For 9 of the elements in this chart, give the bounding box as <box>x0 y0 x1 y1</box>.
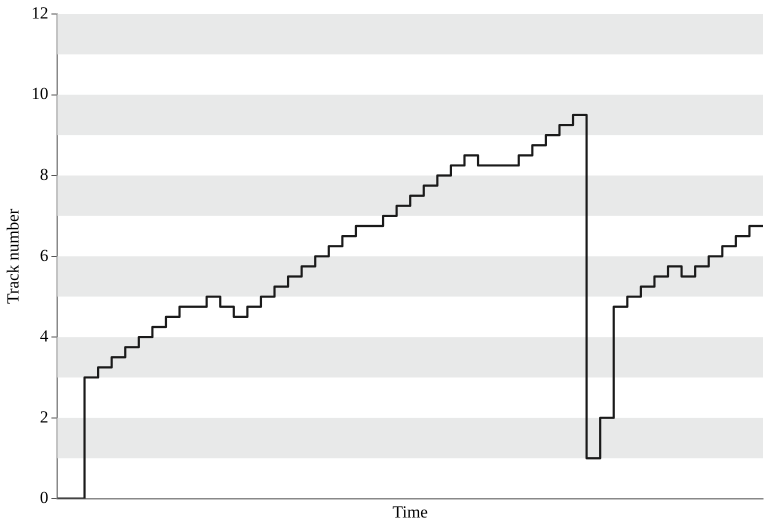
y-tick-label: 10 <box>31 84 48 104</box>
y-axis-title: Track number <box>4 208 23 304</box>
y-tick-label: 0 <box>40 488 48 508</box>
y-tick-label: 2 <box>40 407 48 426</box>
y-tick-label: 4 <box>40 326 49 346</box>
x-axis-title: Time <box>392 502 428 522</box>
y-tick-label: 8 <box>40 165 48 184</box>
y-tick-label: 6 <box>40 246 48 265</box>
y-tick-label: 12 <box>31 3 48 22</box>
